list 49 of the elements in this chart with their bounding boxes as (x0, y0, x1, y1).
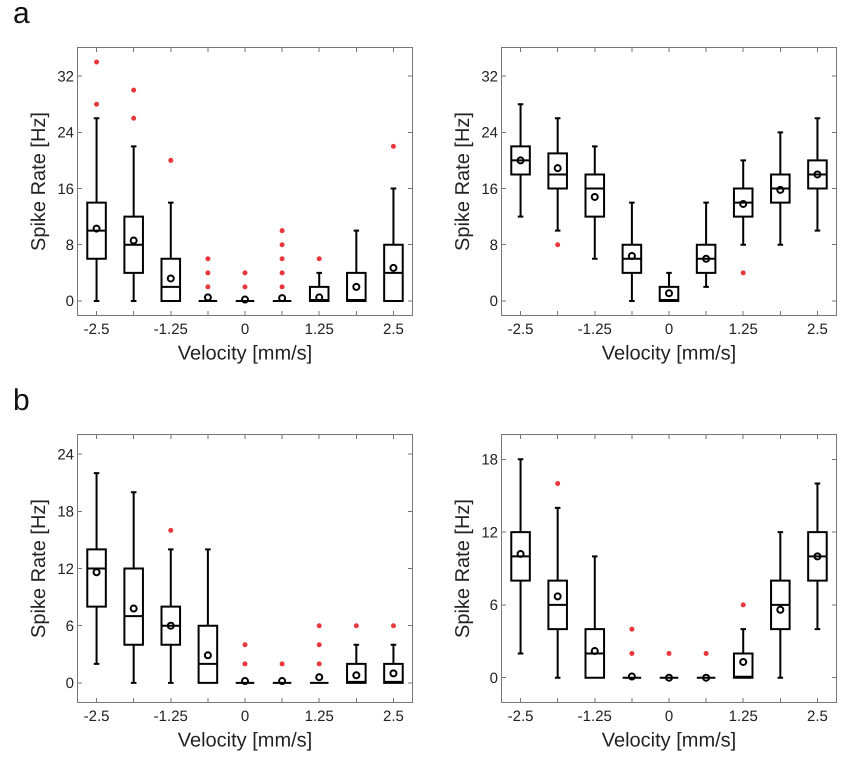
x-tick-label: -2.5 (84, 321, 110, 338)
x-tick-label: -1.25 (154, 708, 188, 725)
y-tick-label: 24 (57, 446, 74, 464)
x-tick-label: 0 (664, 321, 674, 338)
y-tick-label: 12 (57, 560, 74, 578)
y-axis-title: Spike Rate [Hz] (28, 112, 50, 251)
y-tick-label: 16 (57, 180, 74, 198)
x-tick-label: 0 (240, 708, 250, 725)
y-tick-label: 0 (490, 670, 498, 687)
y-tick-label: 18 (57, 504, 74, 521)
y-tick-label: 8 (66, 236, 74, 254)
x-tick-label: 1.25 (304, 708, 334, 725)
y-axis-title: Spike Rate [Hz] (452, 499, 474, 638)
x-tick-label: 2.5 (807, 321, 828, 338)
text: a (13, 0, 30, 30)
x-axis-title: Velocity [mm/s] (602, 730, 736, 752)
y-tick-label: 32 (481, 68, 498, 86)
y-tick-label: 24 (57, 124, 74, 142)
y-tick-label: 18 (481, 452, 498, 469)
x-tick-label: 0 (240, 321, 250, 338)
y-tick-label: 0 (66, 293, 74, 310)
y-axis-title: Spike Rate [Hz] (452, 112, 474, 251)
x-axis-title: Velocity [mm/s] (178, 730, 312, 752)
y-tick-label: 6 (66, 618, 74, 635)
x-tick-label: -2.5 (508, 321, 534, 338)
y-tick-label: 0 (66, 675, 74, 692)
y-tick-label: 24 (481, 124, 498, 142)
x-tick-label: -1.25 (578, 321, 612, 338)
x-tick-label: -2.5 (508, 708, 534, 725)
x-tick-label: -2.5 (84, 708, 110, 725)
x-tick-label: -1.25 (578, 708, 612, 725)
y-tick-label: 6 (490, 597, 498, 614)
x-tick-label: 2.5 (383, 321, 404, 338)
y-tick-label: 0 (490, 293, 498, 310)
y-tick-label: 32 (57, 68, 74, 86)
x-tick-label: 2.5 (807, 708, 828, 725)
x-axis-title: Velocity [mm/s] (178, 342, 312, 364)
x-tick-label: 2.5 (383, 708, 404, 725)
y-tick-label: 8 (490, 236, 498, 254)
x-tick-label: 0 (664, 708, 674, 725)
y-tick-label: 16 (481, 180, 498, 198)
y-axis-title: Spike Rate [Hz] (28, 499, 50, 638)
x-axis-title: Velocity [mm/s] (602, 342, 736, 364)
y-tick-label: 12 (481, 524, 498, 542)
x-tick-label: -1.25 (154, 321, 188, 338)
text: b (13, 384, 30, 417)
x-tick-label: 1.25 (728, 321, 758, 338)
x-tick-label: 1.25 (728, 708, 758, 725)
x-tick-label: 1.25 (304, 321, 334, 338)
